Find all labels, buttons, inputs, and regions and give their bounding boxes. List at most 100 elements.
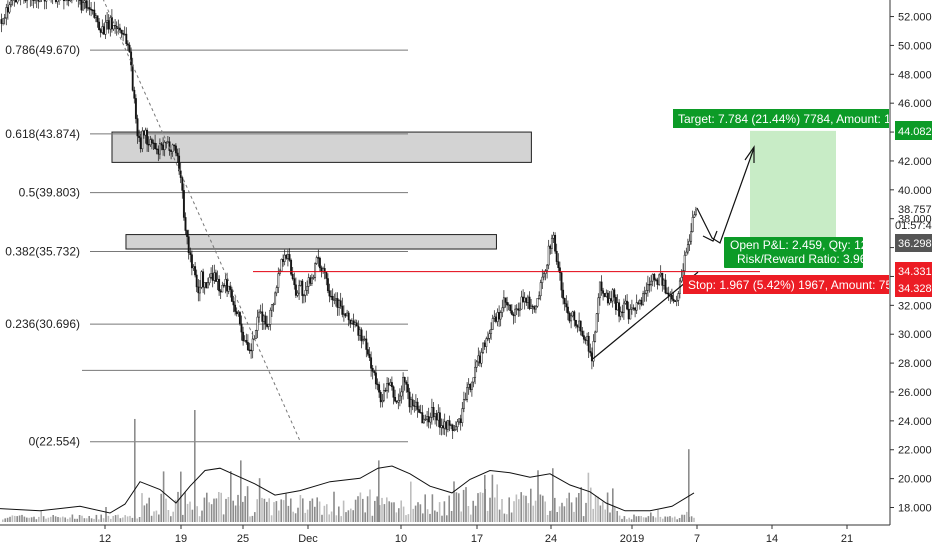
candle-body [182, 190, 185, 218]
candle-body [638, 300, 641, 304]
candle-body [8, 4, 11, 13]
volume-bar [304, 512, 306, 522]
candle-body [86, 7, 89, 9]
volume-bar [42, 516, 45, 522]
volume-bar [292, 511, 294, 522]
stop-price-badge-text: 34.328 [898, 283, 932, 295]
candle-body [10, 0, 13, 6]
candle-body [227, 285, 230, 292]
volume-spike-bar [484, 474, 486, 522]
ascending-trendline [592, 271, 699, 360]
volume-bar [138, 517, 141, 522]
candle-body [459, 418, 462, 423]
volume-bar [530, 488, 532, 522]
candle-body [331, 295, 334, 301]
candle-body [658, 274, 661, 285]
candle-body [405, 381, 408, 385]
candle-body [131, 64, 134, 91]
candle-body [104, 21, 107, 35]
volume-bar [386, 497, 388, 522]
candle-body [262, 315, 265, 322]
volume-bar [11, 515, 14, 522]
volume-bar [434, 510, 436, 522]
volume-bar [81, 515, 83, 522]
candle-body [154, 142, 157, 150]
volume-bar [338, 506, 340, 522]
candle-body [326, 278, 329, 291]
candle-body [654, 279, 657, 281]
candle-body [26, 0, 29, 2]
volume-bar [28, 517, 30, 522]
candle-body [690, 231, 693, 242]
volume-bar [201, 510, 203, 522]
candle-body [202, 271, 205, 288]
price-tick-label: 24.000 [898, 416, 932, 428]
candle-body [395, 400, 398, 403]
volume-bar [124, 515, 126, 522]
candle-body [83, 0, 86, 3]
volume-bar [635, 516, 638, 522]
candle-body [221, 285, 224, 293]
candle-body [126, 43, 129, 46]
candle-body [386, 383, 389, 391]
volume-bar [446, 515, 448, 522]
candle-body [254, 330, 257, 340]
volume-bar [76, 518, 78, 522]
volume-bar [203, 497, 206, 522]
volume-bar [52, 515, 54, 522]
candle-body [214, 272, 217, 282]
candle-body [174, 145, 177, 154]
volume-bar [580, 487, 582, 522]
volume-bar [534, 500, 537, 522]
candle-body [67, 0, 70, 2]
candle-body [259, 311, 262, 313]
candle-body [486, 338, 489, 340]
candle-body [400, 391, 403, 397]
time-axis[interactable]: 12 19 25 Dec 10 17 24 2019 7 14 21 [0, 524, 890, 545]
candle-body [398, 395, 401, 401]
volume-bar [141, 493, 143, 522]
candle-body [160, 143, 163, 146]
volume-bar [520, 492, 522, 522]
candle-body [258, 311, 261, 318]
volume-bar [23, 516, 26, 522]
candle-body [250, 349, 253, 352]
volume-bar [664, 516, 666, 522]
candle-body [451, 424, 454, 431]
candle-body [422, 418, 425, 424]
candle-body [275, 287, 278, 294]
candle-body [96, 15, 99, 23]
volume-bar [458, 493, 460, 522]
volume-bar [578, 493, 580, 522]
candle-body [314, 263, 317, 278]
volume-bar [450, 511, 453, 522]
candle-body [456, 421, 459, 428]
candle-body [299, 280, 302, 286]
volume-bar [242, 501, 244, 522]
volume-bar [290, 498, 292, 522]
candle-body [426, 416, 429, 420]
candle-body [630, 307, 633, 310]
volume-bar [64, 517, 66, 522]
volume-bars [0, 410, 695, 522]
volume-bar [477, 493, 479, 522]
candle-body [520, 296, 523, 310]
candle-body [418, 409, 421, 413]
candle-body [136, 118, 139, 137]
volume-bar [35, 519, 38, 522]
candle-body [592, 341, 595, 362]
candle-body [624, 300, 627, 304]
candle-body [110, 17, 113, 30]
candle-body [222, 285, 225, 287]
price-tick-label: 26.000 [898, 387, 932, 399]
long-position-tool[interactable] [750, 130, 836, 272]
volume-bar [16, 516, 18, 522]
candle-body [685, 251, 688, 256]
candle-body [274, 292, 277, 305]
volume-bar [410, 481, 412, 522]
volume-bar [314, 506, 316, 522]
candle-body [368, 353, 371, 358]
candle-body [304, 290, 307, 296]
time-tick-label: 10 [395, 533, 407, 545]
